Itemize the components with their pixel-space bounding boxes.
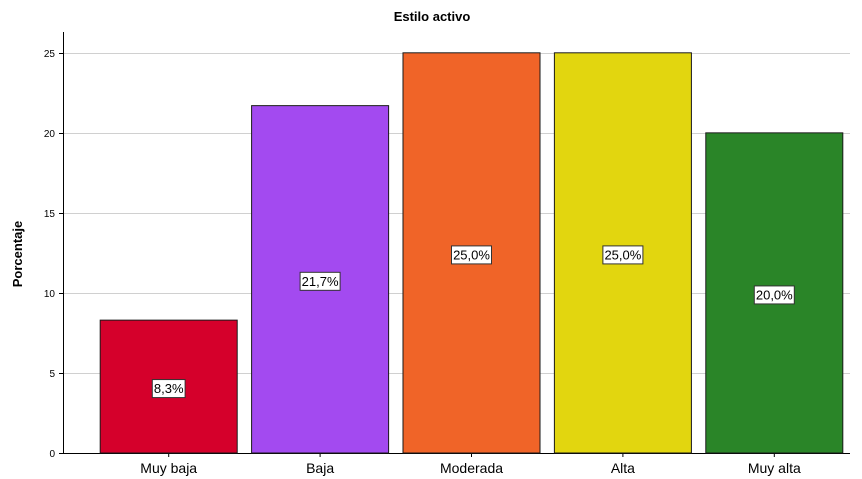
- data-label-box: [151, 379, 186, 399]
- data-labels: 8,3% 21,7% 25,0% 25,0% 20,0%: [151, 245, 795, 399]
- y-tick-label: 5: [49, 369, 55, 380]
- data-label: 20,0%: [756, 287, 793, 302]
- data-label-box: [451, 245, 492, 265]
- y-tick-label: 0: [49, 449, 55, 460]
- data-label-box: [753, 285, 795, 305]
- x-tick-label: Muy baja: [140, 460, 197, 476]
- y-tick-label: 20: [44, 129, 56, 140]
- data-label-box: [602, 245, 644, 265]
- data-label: 25,0%: [453, 247, 490, 262]
- y-tick-label: 10: [44, 289, 56, 300]
- x-tick-label: Muy alta: [748, 460, 801, 476]
- x-tick-label: Moderada: [440, 460, 503, 476]
- y-axis-label: Porcentaje: [10, 221, 25, 287]
- data-label-box: [299, 271, 341, 291]
- tick-labels: 0 5 10 15 20 25 Muy baja Baja Moderada Alta Muy al…: [44, 49, 801, 476]
- data-label: 21,7%: [302, 274, 339, 289]
- data-label: 8,3%: [154, 381, 184, 396]
- x-tick-label: Baja: [306, 460, 334, 476]
- y-tick-label: 25: [44, 49, 56, 60]
- data-label: 25,0%: [604, 247, 641, 262]
- chart-title: Estilo activo: [394, 9, 471, 24]
- x-tick-label: Alta: [611, 460, 635, 476]
- y-tick-label: 15: [44, 209, 56, 220]
